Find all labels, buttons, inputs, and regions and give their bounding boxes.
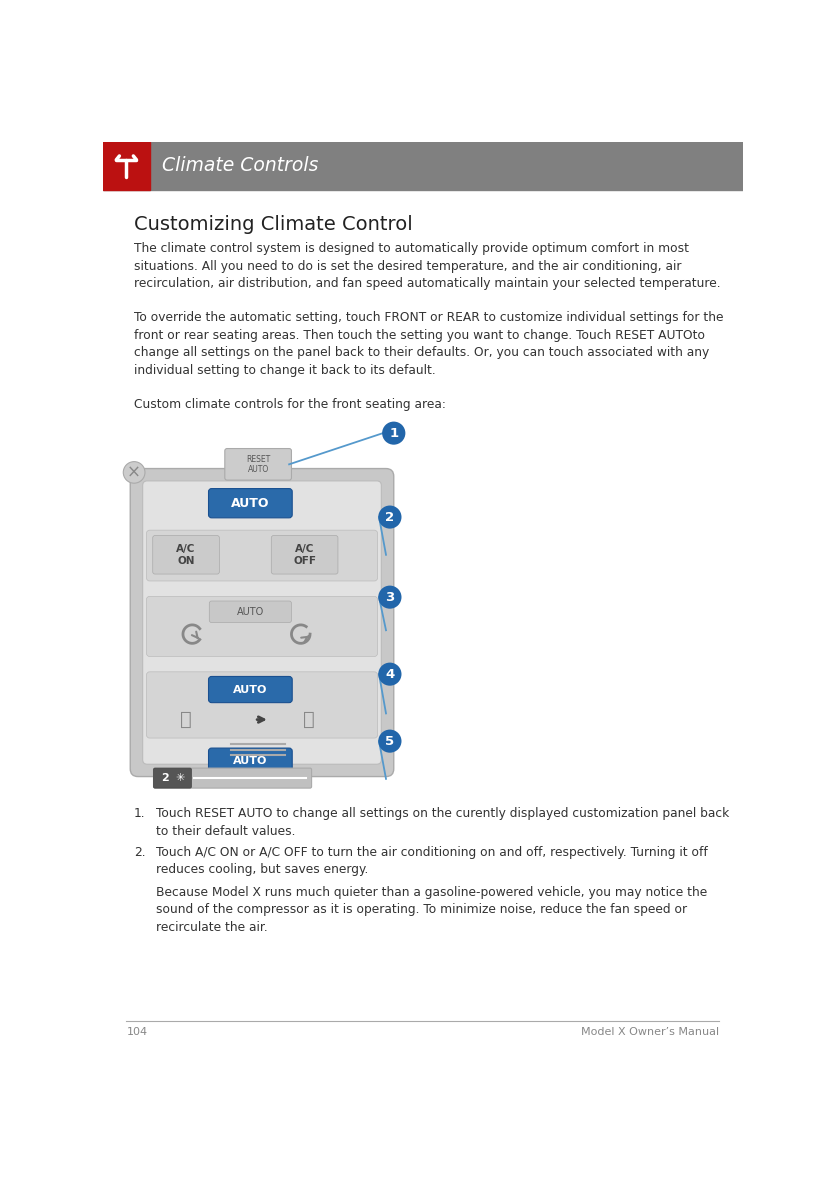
FancyBboxPatch shape: [147, 597, 378, 656]
Text: 4: 4: [385, 668, 394, 681]
Text: Customizing Climate Control: Customizing Climate Control: [134, 215, 412, 234]
Text: AUTO: AUTO: [233, 757, 267, 766]
Circle shape: [123, 462, 145, 483]
Text: Touch A/C ON or A/C OFF to turn the air conditioning on and off, respectively. T: Touch A/C ON or A/C OFF to turn the air …: [156, 845, 708, 876]
FancyBboxPatch shape: [147, 530, 378, 581]
Text: Custom climate controls for the front seating area:: Custom climate controls for the front se…: [134, 398, 446, 411]
FancyBboxPatch shape: [143, 481, 381, 764]
Text: 1: 1: [389, 426, 398, 439]
FancyBboxPatch shape: [209, 489, 292, 517]
Text: A/C
ON: A/C ON: [177, 543, 196, 566]
Text: The climate control system is designed to automatically provide optimum comfort : The climate control system is designed t…: [134, 243, 721, 290]
FancyBboxPatch shape: [153, 768, 191, 789]
Text: AUTO: AUTO: [231, 497, 270, 509]
FancyBboxPatch shape: [209, 676, 292, 702]
Text: 2.: 2.: [134, 845, 146, 858]
Text: Touch RESET AUTO to change all settings on the curently displayed customization : Touch RESET AUTO to change all settings …: [156, 807, 729, 838]
FancyBboxPatch shape: [147, 671, 378, 738]
FancyBboxPatch shape: [271, 535, 338, 574]
Text: RESET
AUTO: RESET AUTO: [246, 455, 271, 474]
FancyBboxPatch shape: [224, 449, 291, 480]
Text: Model X Owner’s Manual: Model X Owner’s Manual: [581, 1028, 719, 1037]
Text: ×: ×: [127, 463, 141, 482]
Text: 104: 104: [126, 1028, 148, 1037]
Text: 2: 2: [385, 510, 394, 523]
Text: AUTO: AUTO: [233, 684, 267, 695]
Text: 🧍: 🧍: [180, 710, 192, 729]
Text: 🧍: 🧍: [303, 710, 314, 729]
FancyBboxPatch shape: [130, 469, 394, 777]
Bar: [103, 142, 149, 189]
Circle shape: [378, 729, 402, 753]
Text: Climate Controls: Climate Controls: [162, 156, 318, 175]
Text: A/C
OFF: A/C OFF: [293, 543, 316, 566]
Circle shape: [382, 422, 405, 445]
FancyBboxPatch shape: [153, 768, 312, 789]
Bar: [103, 142, 742, 189]
Text: AUTO: AUTO: [237, 606, 264, 617]
Text: To override the automatic setting, touch FRONT or REAR to customize individual s: To override the automatic setting, touch…: [134, 311, 724, 377]
FancyBboxPatch shape: [209, 748, 292, 774]
Text: 5: 5: [385, 734, 394, 747]
FancyBboxPatch shape: [153, 535, 219, 574]
Text: ✳: ✳: [175, 773, 185, 783]
Circle shape: [378, 586, 402, 609]
Circle shape: [378, 663, 402, 686]
Text: 3: 3: [385, 591, 394, 604]
Text: 2: 2: [161, 773, 169, 783]
Text: 1.: 1.: [134, 807, 146, 821]
Text: Because Model X runs much quieter than a gasoline-powered vehicle, you may notic: Because Model X runs much quieter than a…: [156, 886, 707, 934]
Circle shape: [378, 506, 402, 528]
FancyBboxPatch shape: [210, 601, 291, 623]
